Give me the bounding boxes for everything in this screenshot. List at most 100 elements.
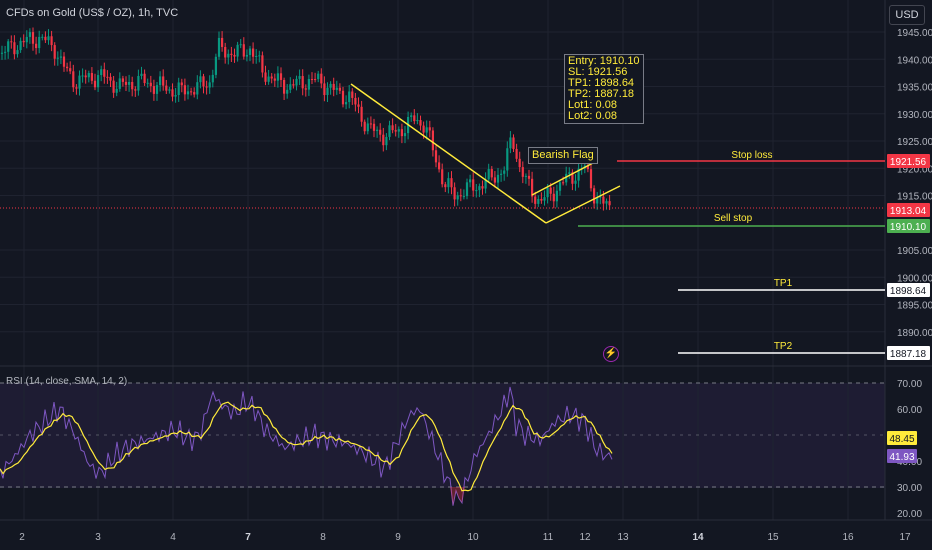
time-tick: 4 [170,532,176,543]
candle-body [589,169,593,189]
price-tick: 1945.00 [897,28,932,39]
price-tick: 1905.00 [897,246,932,257]
candle-body [190,91,193,93]
price-tick: 1930.00 [897,110,932,121]
trade-lot1: Lot1: 0.08 [568,99,617,111]
price-tag-label: 1898.64 [890,286,927,297]
price-tick: 1940.00 [897,55,932,66]
price-tick: 1895.00 [897,301,932,312]
candle-body [59,56,62,58]
price-tick: 1915.00 [897,192,932,203]
axes: 1945.00 1940.00 1935.00 1930.00 1925.00 1920.… [19,28,932,543]
time-tick: 14 [692,532,704,543]
candle-body [413,115,416,122]
candle-body [314,79,317,81]
candle-body [4,51,7,53]
candle-body [438,162,441,170]
candle-body [363,121,366,132]
candle-body [236,44,239,57]
candle-body [183,85,186,95]
candle-body [394,130,397,132]
price-tag-label: 1887.18 [890,349,927,360]
candle-body [366,123,369,132]
candle-body [93,80,97,88]
candle-body [13,42,16,55]
candle-body [180,82,183,86]
trade-tp2: TP2: 1887.18 [568,88,635,100]
candle-body [459,195,462,197]
candle-body [62,56,66,67]
candle-body [239,44,242,46]
candle-body [326,87,329,96]
candle-body [53,45,56,59]
candle-body [137,75,140,91]
candle-body [425,127,428,133]
candle-body [103,69,106,77]
trade-info-box[interactable]: Entry: 1910.10 SL: 1921.56 TP1: 1898.64 … [564,54,644,124]
candle-body [205,86,208,88]
candle-body [382,134,385,146]
candle-body [453,187,456,200]
candle-body [558,182,562,191]
candle-body [403,133,407,137]
candle-body [112,80,115,93]
candle-body [106,76,109,78]
candle-body [47,36,50,41]
price-tag [887,283,930,297]
candle-body [202,76,205,87]
candle-body [69,68,72,72]
rsi-indicator-title[interactable]: RSI (14, close, SMA, 14, 2) [6,376,128,387]
trendlines [350,83,621,224]
candle-body [608,201,611,206]
candle-body [162,76,165,86]
time-tick: 11 [543,532,554,543]
rsi-tick: 20.00 [897,509,922,520]
candle-body [186,91,190,95]
candle-body [500,173,503,175]
time-tick: 17 [899,532,911,543]
candle-body [217,37,221,57]
symbol-title[interactable]: CFDs on Gold (US$ / OZ), 1h, TVC [6,7,179,19]
grid [0,0,932,521]
candle-body [221,37,224,47]
candle-body [540,198,543,201]
time-tick: 12 [579,532,591,543]
lightning-icon[interactable]: ⚡ [603,346,619,362]
candle-body [317,73,320,80]
bearish-flag-label[interactable]: Bearish Flag [528,147,598,164]
time-tick: 13 [617,532,629,543]
candle-body [329,83,332,88]
candle-body [372,123,376,131]
candle-body [462,196,465,198]
candle-body [431,130,434,151]
candle-body [230,53,233,55]
candle-body [310,79,314,81]
candle-body [509,137,512,149]
candle-body [391,125,394,131]
candle-body [385,136,388,146]
candle-body [211,74,214,83]
candle-body [518,158,521,168]
rsi-tag [887,449,917,463]
trade-sl: SL: 1921.56 [568,66,628,78]
candle-body [276,73,279,81]
price-tag-label: 1921.56 [890,157,927,168]
trade-entry: Entry: 1910.10 [568,55,640,67]
candle-body [524,175,527,177]
candle-body [41,36,44,38]
candle-body [140,73,143,76]
candle-body [555,190,558,202]
candle-body [152,86,155,94]
candle-body [109,76,112,81]
candle-body [72,71,75,88]
candle-body [565,173,568,183]
currency-button[interactable]: USD [889,5,925,25]
candle-body [490,169,493,178]
time-tick: 15 [767,532,779,543]
candle-body [599,196,602,198]
candle-body [196,82,199,95]
price-tick: 1935.00 [897,83,932,94]
candle-body [264,72,267,82]
candle-body [301,76,304,89]
